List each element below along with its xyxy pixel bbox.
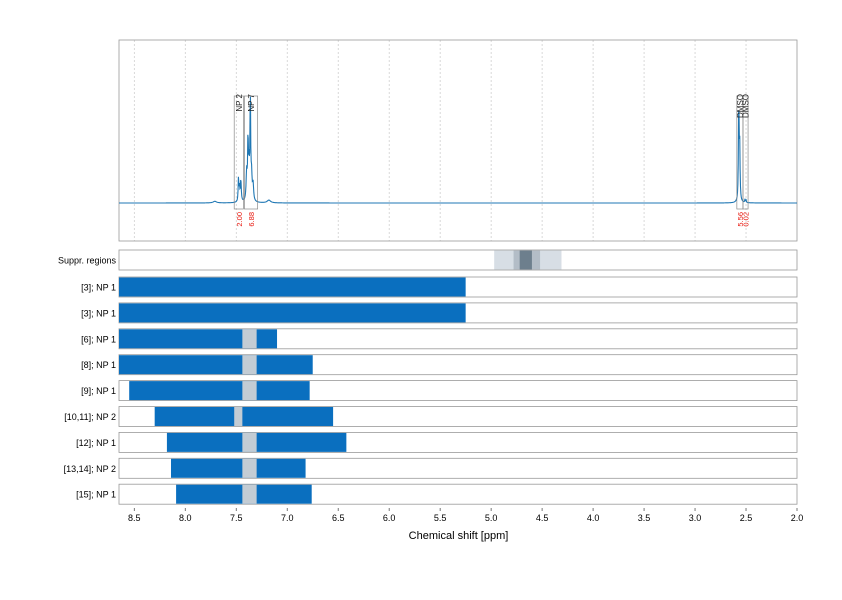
x-tick-label: 8.0: [179, 513, 192, 523]
range-label: [12]; NP 1: [76, 438, 116, 448]
peak-region-box: [742, 95, 749, 210]
suppr-track-frame: [118, 249, 798, 271]
range-gap: [234, 407, 243, 426]
range-label: [10,11]; NP 2: [64, 412, 116, 422]
range-gap: [242, 381, 257, 401]
range-gap: [242, 484, 257, 504]
x-tick-label: 4.5: [536, 513, 549, 523]
x-tick-label: 3.0: [689, 513, 702, 523]
peak-region-label: DMSO: [736, 94, 745, 118]
x-tick-label: 7.0: [281, 513, 294, 523]
spectrum-frame: [118, 39, 798, 242]
suppr-regions-label: Suppr. regions: [58, 256, 117, 266]
peak-integral-label: 2.00: [235, 212, 244, 227]
range-bar: [154, 407, 334, 426]
x-tick-label: 5.0: [485, 513, 498, 523]
range-bar: [170, 458, 306, 478]
range-bar: [119, 329, 278, 349]
x-tick-label: 2.0: [791, 513, 804, 523]
peak-region-box: [244, 95, 259, 210]
range-label: [8]; NP 1: [81, 360, 116, 370]
peak-region-box: [233, 95, 244, 210]
x-tick-label: 6.5: [332, 513, 345, 523]
x-tick-label: 2.5: [740, 513, 753, 523]
range-gap: [242, 355, 257, 375]
peak-region-label: DMSO: [742, 94, 751, 118]
range-label: [3]; NP 1: [81, 308, 116, 318]
range-label: [9]; NP 1: [81, 386, 116, 396]
range-gap: [242, 329, 257, 349]
peak-integral-label: 5.56: [736, 212, 745, 227]
x-tick-label: 4.0: [587, 513, 600, 523]
range-bar: [119, 303, 466, 323]
suppressed-regions-track: Suppr. regions: [58, 249, 798, 271]
peak-integral-label: 0.02: [742, 212, 751, 227]
range-gap: [242, 458, 257, 478]
peak-region-label: NP 2: [235, 93, 244, 111]
spectrum-panel: NP 2 2.00 NP 7 6.88 DMSO 5.56 DMSO 0.02: [118, 39, 798, 242]
peak-region-label: NP 7: [247, 93, 256, 111]
range-bar: [129, 381, 310, 401]
range-label: [3]; NP 1: [81, 283, 116, 293]
grid-lines: [133, 40, 747, 241]
x-tick-label: 6.0: [383, 513, 396, 523]
ranges-tracks: [3]; NP 1 [3]; NP 1 [6]; NP 1 [8]; NP 1 [9];…: [64, 276, 798, 505]
x-tick-label: 5.5: [434, 513, 447, 523]
suppr-region-block: [519, 250, 532, 270]
x-axis: 8.5 8.0 7.5 7.0 6.5 6.0 5.5 5.0 4.5 4.0 3.5 3.0 2.5 2…: [128, 508, 803, 523]
spectrum-line: [119, 96, 797, 204]
x-tick-label: 3.5: [638, 513, 651, 523]
x-tick-label: 8.5: [128, 513, 141, 523]
peak-integral-label: 6.88: [247, 212, 256, 227]
range-bar: [119, 355, 313, 375]
range-gap: [242, 432, 257, 452]
x-axis-label: Chemical shift [ppm]: [409, 530, 509, 542]
range-label: [13,14]; NP 2: [64, 464, 116, 474]
range-label: [15]; NP 1: [76, 490, 116, 500]
x-tick-label: 7.5: [230, 513, 243, 523]
range-bar: [119, 277, 466, 297]
range-label: [6]; NP 1: [81, 334, 116, 344]
